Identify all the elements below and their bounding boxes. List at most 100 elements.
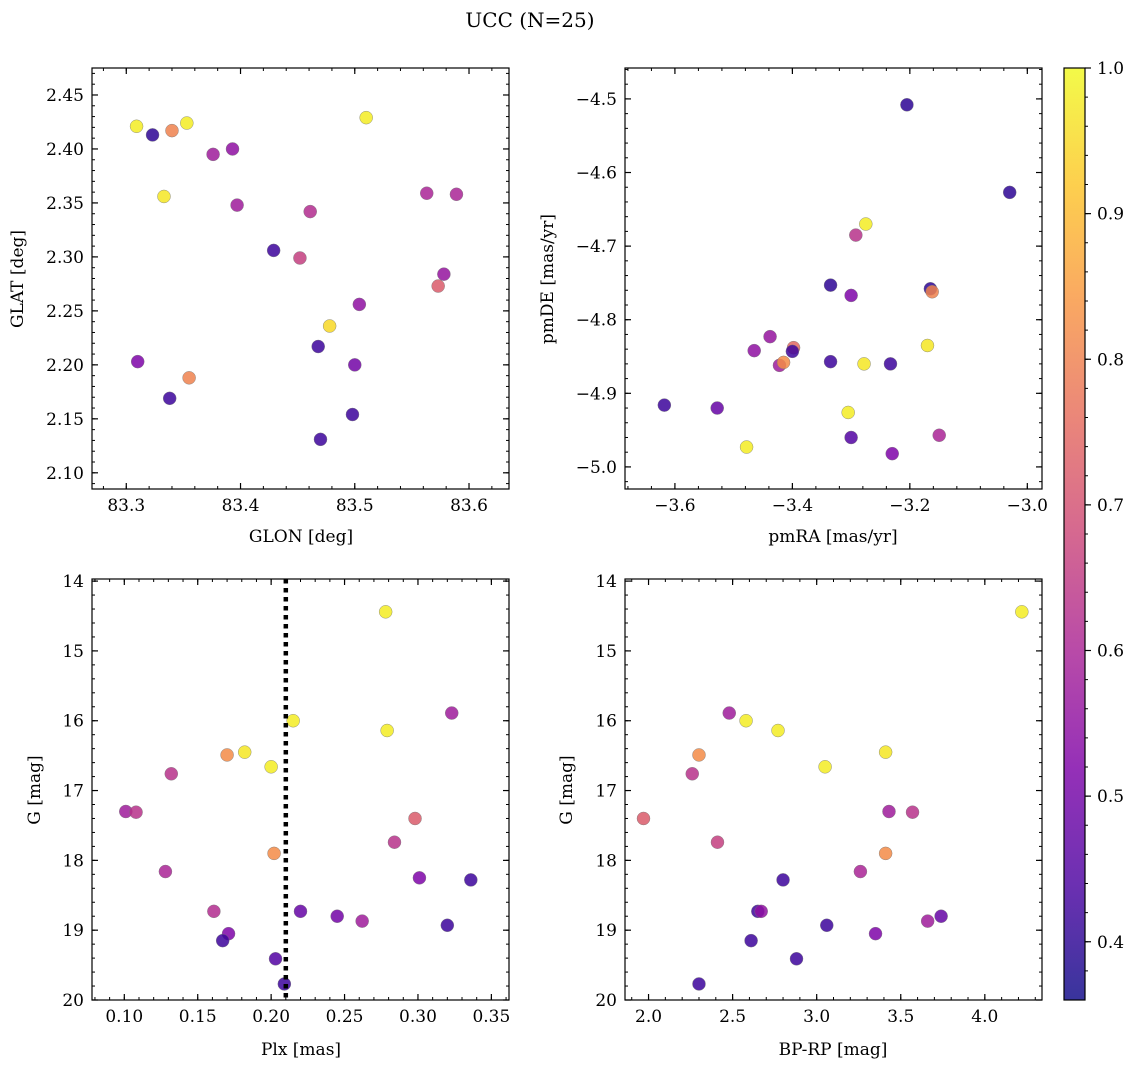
x-axis-label: GLON [deg] (249, 527, 353, 547)
y-axis-label: G [mag] (557, 755, 577, 824)
scatter-point (823, 354, 838, 369)
x-tick-label: 3.0 (803, 1007, 830, 1027)
axes-frame (91, 578, 510, 1001)
scatter-point (322, 319, 337, 333)
scatter-point (412, 871, 427, 885)
y-tick-label: 18 (595, 851, 617, 871)
scatter-point (1002, 185, 1017, 200)
scatter-point (267, 846, 281, 861)
scatter-point (158, 864, 173, 879)
scatter-point (440, 918, 455, 932)
y-tick-label: 2.10 (46, 464, 84, 484)
axes-frame (624, 578, 1043, 1001)
y-tick-label: 19 (62, 921, 84, 941)
y-tick-label: 2.35 (46, 194, 84, 214)
scatter-point (264, 760, 278, 774)
scatter-point (722, 706, 736, 720)
scatter-point (215, 933, 230, 948)
scatter-point (823, 278, 838, 292)
axes-frame (91, 67, 510, 490)
scatter-point (311, 339, 325, 354)
colorbar-tick-label: 0.6 (1097, 642, 1124, 662)
scatter-point (789, 952, 804, 966)
scatter-point (445, 706, 459, 720)
scatter-point (162, 391, 177, 406)
x-tick-label: 0.30 (399, 1007, 437, 1027)
scatter-point (293, 904, 308, 919)
x-tick-label: 83.3 (107, 496, 145, 516)
x-tick-label: 3.5 (887, 1007, 914, 1027)
scatter-point (206, 147, 220, 162)
y-tick-label: 17 (595, 782, 617, 802)
scatter-point (900, 98, 914, 112)
scatter-point (883, 357, 898, 371)
scatter-point (303, 204, 317, 219)
scatter-point (220, 748, 234, 762)
y-tick-label: 16 (62, 712, 84, 732)
scatter-point (180, 116, 194, 130)
scatter-point (841, 405, 855, 420)
x-axis-label: BP-RP [mag] (779, 1040, 888, 1060)
scatter-point (710, 835, 725, 849)
x-tick-label: 83.6 (450, 496, 488, 516)
scatter-point (763, 329, 777, 344)
x-tick-label: 83.5 (336, 496, 374, 516)
y-tick-label: 2.15 (46, 410, 84, 430)
x-tick-label: 2.0 (635, 1007, 662, 1027)
y-axis-label: pmDE [mas/yr] (538, 214, 558, 344)
scatter-point (330, 909, 344, 923)
scatter-point (129, 805, 143, 819)
scatter-point (207, 904, 221, 919)
scatter-point (657, 398, 672, 412)
scatter-point (905, 805, 920, 819)
scatter-point (859, 217, 873, 231)
x-tick-label: 0.35 (472, 1007, 510, 1027)
scatter-point (636, 811, 651, 826)
scatter-point (785, 344, 800, 359)
x-tick-label: −3.2 (889, 496, 930, 516)
scatter-point (286, 714, 300, 728)
figure-title: UCC (N=25) (465, 8, 594, 32)
scatter-point (165, 123, 179, 138)
x-tick-label: 0.10 (105, 1007, 143, 1027)
scatter-point (776, 355, 791, 370)
y-tick-label: −4.8 (576, 311, 617, 331)
y-axis-label: GLAT [deg] (8, 230, 28, 328)
panel-glon-glat: GLON [deg] GLAT [deg] 83.3 83.4 83.5 83.6 2.… (8, 67, 510, 547)
scatter-point (820, 918, 834, 932)
y-tick-label: 14 (595, 572, 617, 592)
scatter-point (164, 767, 178, 781)
scatter-point (378, 605, 393, 619)
scatter-point (744, 933, 758, 948)
scatter-point (130, 354, 145, 369)
scatter-point (739, 714, 753, 728)
axes-frame (624, 67, 1043, 490)
scatter-point (157, 189, 171, 204)
x-tick-label: 2.5 (719, 1007, 746, 1027)
scatter-point (408, 811, 422, 826)
y-tick-label: 20 (595, 991, 617, 1011)
scatter-point (685, 767, 699, 781)
scatter-point (747, 343, 761, 358)
scatter-point (380, 723, 394, 738)
scatter-point (129, 119, 144, 133)
scatter-point (844, 288, 858, 303)
y-tick-label: −4.5 (576, 90, 617, 110)
y-axis-label: G [mag] (25, 755, 45, 824)
colorbar-tick-label: 0.7 (1097, 496, 1124, 516)
scatter-point (345, 407, 360, 422)
scatter-point (692, 977, 706, 991)
y-tick-label: 14 (62, 572, 84, 592)
scatter-point (230, 198, 244, 212)
scatter-point (313, 432, 328, 447)
x-tick-label: 4.0 (971, 1007, 998, 1027)
colorbar-tick-label: 0.9 (1097, 205, 1124, 225)
y-tick-label: 20 (62, 991, 84, 1011)
scatter-point (878, 846, 893, 861)
y-tick-label: −5.0 (576, 458, 617, 478)
scatter-point (739, 440, 754, 454)
scatter-point (431, 279, 445, 293)
scatter-point (776, 873, 790, 887)
x-tick-label: 0.20 (252, 1007, 290, 1027)
